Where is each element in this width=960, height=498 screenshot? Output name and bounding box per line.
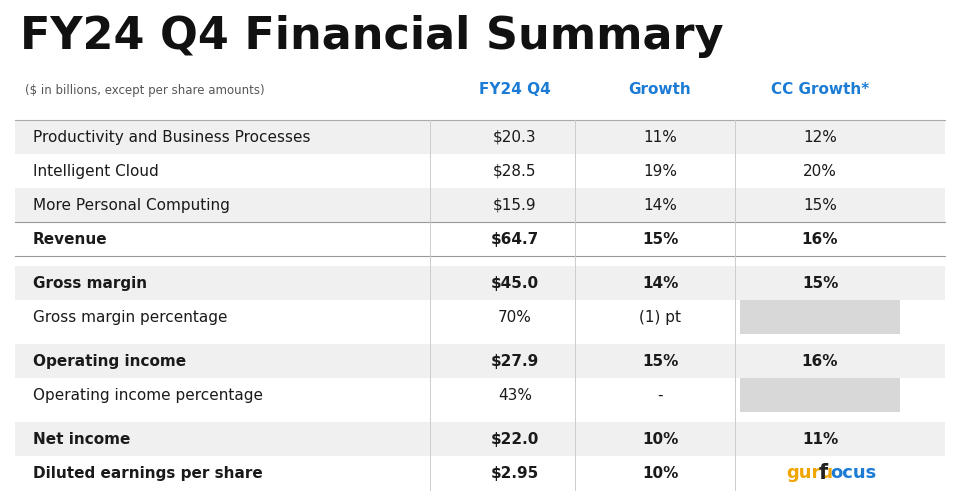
Text: $64.7: $64.7 <box>491 232 540 247</box>
Text: 15%: 15% <box>804 198 837 213</box>
Text: 43%: 43% <box>498 387 532 402</box>
Text: Operating income: Operating income <box>33 354 186 369</box>
Text: $45.0: $45.0 <box>491 275 540 290</box>
Text: 10%: 10% <box>642 466 678 481</box>
Bar <box>740 378 900 412</box>
Text: 11%: 11% <box>643 129 677 144</box>
Bar <box>15 422 945 456</box>
Bar <box>15 188 945 222</box>
Bar <box>15 378 945 412</box>
Text: $22.0: $22.0 <box>491 431 540 447</box>
Text: Gross margin percentage: Gross margin percentage <box>33 309 228 325</box>
Text: Net income: Net income <box>33 431 131 447</box>
Text: More Personal Computing: More Personal Computing <box>33 198 229 213</box>
Text: 14%: 14% <box>643 198 677 213</box>
Text: Productivity and Business Processes: Productivity and Business Processes <box>33 129 310 144</box>
Text: Gross margin: Gross margin <box>33 275 147 290</box>
Text: 10%: 10% <box>642 431 678 447</box>
Text: ($ in billions, except per share amounts): ($ in billions, except per share amounts… <box>25 84 265 97</box>
Text: CC Growth*: CC Growth* <box>771 82 869 97</box>
Text: $27.9: $27.9 <box>491 354 540 369</box>
Text: Diluted earnings per share: Diluted earnings per share <box>33 466 263 481</box>
Bar <box>15 120 945 154</box>
Text: Intelligent Cloud: Intelligent Cloud <box>33 163 158 178</box>
Text: Growth: Growth <box>629 82 691 97</box>
Text: Revenue: Revenue <box>33 232 108 247</box>
Text: $20.3: $20.3 <box>493 129 537 144</box>
Bar <box>15 154 945 188</box>
Text: 70%: 70% <box>498 309 532 325</box>
Text: $2.95: $2.95 <box>491 466 540 481</box>
Text: FY24 Q4: FY24 Q4 <box>479 82 551 97</box>
Text: 16%: 16% <box>802 232 838 247</box>
Text: ocus: ocus <box>830 464 876 482</box>
Text: 11%: 11% <box>802 431 838 447</box>
Bar <box>15 456 945 490</box>
Text: 12%: 12% <box>804 129 837 144</box>
Text: $28.5: $28.5 <box>493 163 537 178</box>
Text: 15%: 15% <box>642 354 678 369</box>
Text: FY24 Q4 Financial Summary: FY24 Q4 Financial Summary <box>20 15 724 58</box>
Bar <box>15 300 945 334</box>
Text: 15%: 15% <box>802 275 838 290</box>
Text: 20%: 20% <box>804 163 837 178</box>
Bar <box>15 344 945 378</box>
Text: 15%: 15% <box>642 232 678 247</box>
Text: Operating income percentage: Operating income percentage <box>33 387 263 402</box>
Text: -: - <box>658 387 662 402</box>
Text: 19%: 19% <box>643 163 677 178</box>
Text: f: f <box>819 463 828 483</box>
Text: $15.9: $15.9 <box>493 198 537 213</box>
Text: 14%: 14% <box>642 275 678 290</box>
Text: (1) pt: (1) pt <box>639 309 681 325</box>
Bar <box>740 300 900 334</box>
Text: 16%: 16% <box>802 354 838 369</box>
Bar <box>15 266 945 300</box>
Text: guru: guru <box>786 464 833 482</box>
Bar <box>15 222 945 256</box>
